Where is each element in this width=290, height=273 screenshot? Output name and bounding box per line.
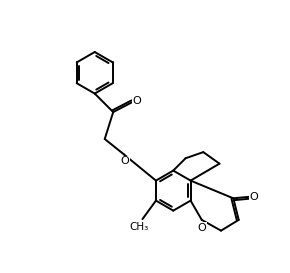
- Text: CH₃: CH₃: [130, 222, 149, 232]
- Text: O: O: [197, 222, 206, 233]
- Text: O: O: [120, 156, 129, 166]
- Text: O: O: [250, 192, 258, 202]
- Text: O: O: [133, 96, 142, 106]
